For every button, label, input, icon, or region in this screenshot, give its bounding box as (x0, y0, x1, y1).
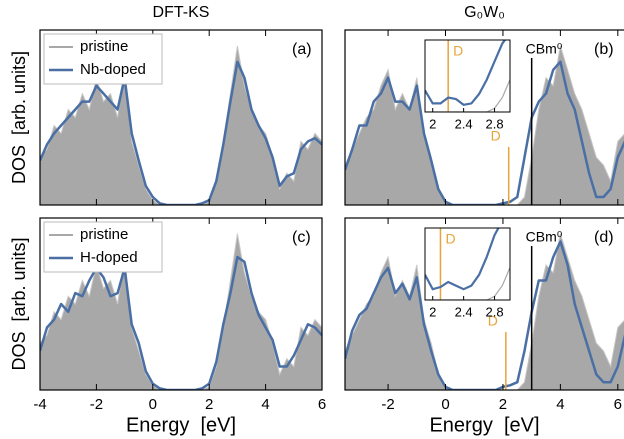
inset-dos-line (425, 79, 510, 112)
level-label: D (491, 128, 501, 144)
level-label: D (488, 313, 498, 329)
x-tick-label: 2 (499, 396, 507, 413)
x-tick-label: 6 (318, 396, 326, 413)
x-tick-label: 0 (149, 396, 157, 413)
area-fill (40, 233, 322, 390)
inset-x-tick-label: 2.4 (455, 116, 473, 131)
y-axis-label: DOS [arb. units] (9, 51, 29, 184)
inset-level-label: D (445, 231, 455, 247)
dos-line (345, 240, 624, 390)
legend-label: pristine (80, 226, 128, 243)
x-tick-label: 0 (441, 396, 449, 413)
plot-area (345, 45, 624, 205)
x-tick-label: 6 (614, 396, 622, 413)
inset-x-tick-label: 2 (429, 304, 436, 319)
inset-dos-line (425, 228, 500, 291)
x-tick-label: 4 (556, 396, 564, 413)
plot-area (40, 45, 322, 205)
y-axis-label: DOS [arb. units] (9, 237, 29, 370)
dos-line (345, 60, 624, 205)
legend-label: H-doped (80, 249, 138, 266)
panel-frame (39, 217, 323, 391)
x-tick-label: 4 (261, 396, 269, 413)
panel-label: (a) (292, 41, 312, 58)
inset-dos-line (425, 267, 510, 300)
panel-label: (d) (594, 229, 614, 246)
column-title: G₀W₀ (464, 4, 505, 21)
inset-level-label: D (453, 43, 463, 59)
x-axis-label: Energy [eV] (126, 414, 236, 436)
legend-box (43, 221, 163, 273)
column-title: DFT-KS (153, 4, 210, 21)
legend-label: Nb-doped (80, 61, 146, 78)
x-tick-label: -2 (90, 396, 103, 413)
inset-area (425, 228, 510, 300)
legend-label: pristine (80, 38, 128, 55)
panel-label: (c) (292, 229, 311, 246)
inset-bg (425, 228, 510, 300)
dos-line (40, 255, 322, 390)
legend-box (43, 33, 163, 85)
x-tick-label: 2 (205, 396, 213, 413)
inset-bg (425, 40, 510, 112)
level-label: CBm⁰ (526, 41, 563, 57)
inset-area (425, 40, 510, 112)
x-tick-label: -4 (33, 396, 46, 413)
panel-frame (39, 29, 323, 206)
inset-frame (424, 39, 511, 113)
plot-area (40, 233, 322, 390)
inset-x-tick-label: 2 (429, 116, 436, 131)
area-fill (345, 233, 624, 390)
inset-dos-line (425, 40, 507, 106)
x-axis-label: Energy [eV] (429, 414, 539, 436)
level-label: CBm⁰ (526, 229, 563, 245)
panel-label: (b) (594, 41, 614, 58)
inset-frame (424, 227, 511, 301)
area-fill (40, 45, 322, 205)
inset-x-tick-label: 2.8 (486, 116, 504, 131)
area-fill (345, 45, 624, 205)
x-tick-label: -2 (381, 396, 394, 413)
panel-frame (344, 217, 624, 391)
inset-x-tick-label: 2.4 (455, 304, 473, 319)
dos-line (40, 60, 322, 205)
inset-x-tick-label: 2.8 (486, 304, 504, 319)
panel-frame (344, 29, 624, 206)
plot-area (345, 233, 624, 390)
